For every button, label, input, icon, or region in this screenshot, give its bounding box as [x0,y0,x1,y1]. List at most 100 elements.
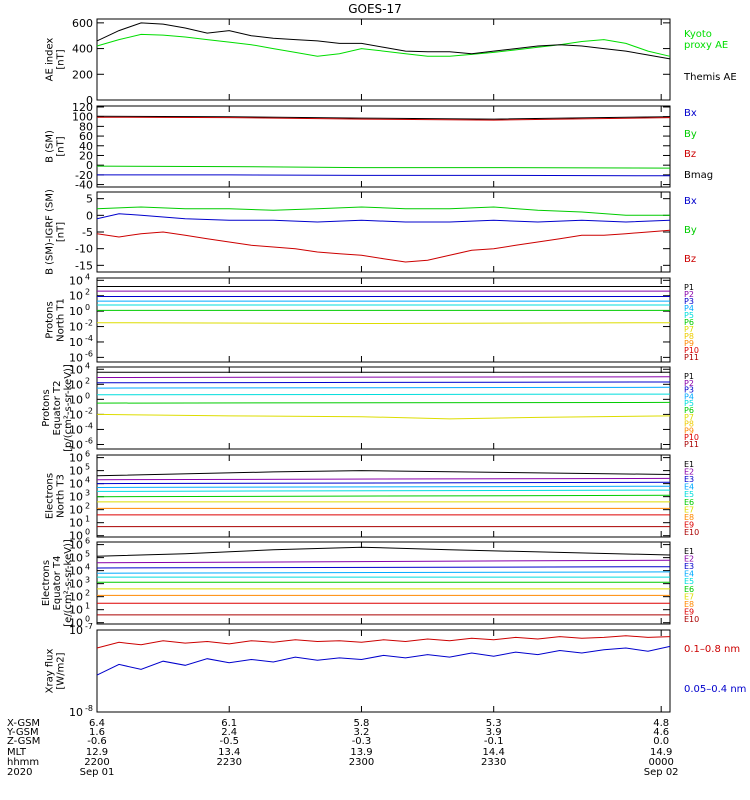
legend-entry: P6 [684,406,694,415]
legend-entry: P1 [684,372,694,381]
legend-entry: E7 [684,592,694,601]
panel-frame-3 [96,191,671,273]
y-tick-label: 10 [69,452,83,465]
series-line-bx [96,213,671,223]
y-tick-label: 10 [69,351,83,364]
series-line-p5 [96,393,671,396]
legend-entry: P3 [684,386,694,395]
y-tick-label: 80 [79,120,93,133]
ephemeris-row-label: 2020 [7,767,32,778]
y-tick-label: 60 [79,130,93,143]
panel-frame-5 [96,366,671,450]
series-line-e4 [96,571,671,574]
legend-entry: E3 [684,562,694,571]
ephemeris-value: -0.1 [484,736,504,747]
y-axis-label: [e/(cm²-s-sr-keV)] [63,539,74,627]
legend-entry: E8 [684,600,694,609]
y-tick-exponent: -2 [85,406,93,415]
y-tick-label: 40 [79,140,93,153]
series-line-kyoto-proxy-ae [96,33,671,57]
legend-entry: E4 [684,483,694,492]
ephemeris-value: -0.6 [87,736,107,747]
y-tick-label: 400 [72,43,93,56]
legend-entry: Bz [684,149,696,160]
ephemeris-value: 14.4 [483,747,505,758]
series-line-p7 [96,322,671,325]
legend-entry: P5 [684,311,694,320]
series-line-e1 [96,470,671,477]
ephemeris-value: 3.9 [486,727,502,738]
panel-frame-4 [96,277,671,363]
ephemeris-value: Sep 02 [644,767,679,778]
y-axis-label: [nT] [56,136,67,156]
ephemeris-value: 14.9 [650,747,672,758]
series-line-p6 [96,401,671,404]
legend-entry: P9 [684,339,694,348]
y-axis-label: Equator T2 [52,381,63,436]
y-tick-exponent: 5 [85,550,90,559]
series-line-bz [96,229,671,263]
legend-entry: E8 [684,513,694,522]
y-tick-label: 10 [69,578,83,591]
y-axis-label: Electrons [41,560,52,606]
panel-frame-1 [96,18,671,101]
y-tick-exponent: 3 [85,576,90,585]
legend-entry: P11 [684,353,699,362]
series-line-bz [96,116,671,121]
y-tick-label: 10 [69,591,83,604]
legend-entry: E10 [684,615,699,624]
y-tick-exponent: 4 [85,361,90,370]
ephemeris-value: 6.1 [221,718,237,729]
series-line-e3 [96,566,671,569]
legend-entry: E4 [684,570,694,579]
legend-entry: P8 [684,420,694,429]
ephemeris-value: 2200 [84,757,109,768]
series-line-e3 [96,481,671,485]
legend-entry: P8 [684,332,694,341]
ephemeris-value: -0.3 [352,736,372,747]
ephemeris-value: 4.8 [653,718,669,729]
legend-entry: P4 [684,392,694,401]
y-tick-exponent: 2 [85,376,90,385]
y-tick-label: 10 [69,305,83,318]
y-axis-label: Protons [45,301,56,338]
y-tick-exponent: 4 [85,476,90,485]
y-tick-exponent: 0 [85,615,90,624]
y-tick-exponent: 2 [85,589,90,598]
series-line-p3 [96,381,671,384]
legend-entry: E2 [684,555,694,564]
y-tick-label: 10 [69,393,83,406]
y-tick-label: -15 [75,259,93,272]
y-axis-label: Protons [41,389,52,426]
ephemeris-value: 4.6 [653,727,669,738]
series-line-themis-ae [96,22,671,60]
legend-entry: E6 [684,585,694,594]
ephemeris-value: 6.4 [89,718,105,729]
ephemeris-value: 12.9 [86,747,108,758]
y-tick-exponent: -6 [85,436,93,445]
y-tick-label: 10 [69,539,83,552]
legend-entry: By [684,129,697,140]
series-line-e4 [96,485,671,488]
chart-title: GOES-17 [348,2,402,16]
legend-entry: P11 [684,440,699,449]
y-tick-label: 10 [69,423,83,436]
y-tick-label: -20 [75,169,93,182]
legend-entry: E7 [684,505,694,514]
ephemeris-value: -0.5 [219,736,239,747]
legend-entry: Bmag [684,170,713,181]
y-tick-label: 10 [69,478,83,491]
legend-entry: P3 [684,297,694,306]
legend-entry: P4 [684,304,694,313]
y-tick-exponent: 0 [85,303,90,312]
y-tick-exponent: -8 [85,704,93,713]
legend-entry: Bx [684,196,697,207]
y-tick-exponent: -7 [85,622,93,631]
y-tick-label: 0 [86,94,93,107]
y-tick-label: 10 [69,517,83,530]
y-tick-exponent: -2 [85,319,93,328]
y-tick-label: 10 [69,336,83,349]
ephemeris-value: 2330 [481,757,506,768]
series-line-by [96,165,671,169]
ephemeris-row-label: MLT [7,747,27,758]
